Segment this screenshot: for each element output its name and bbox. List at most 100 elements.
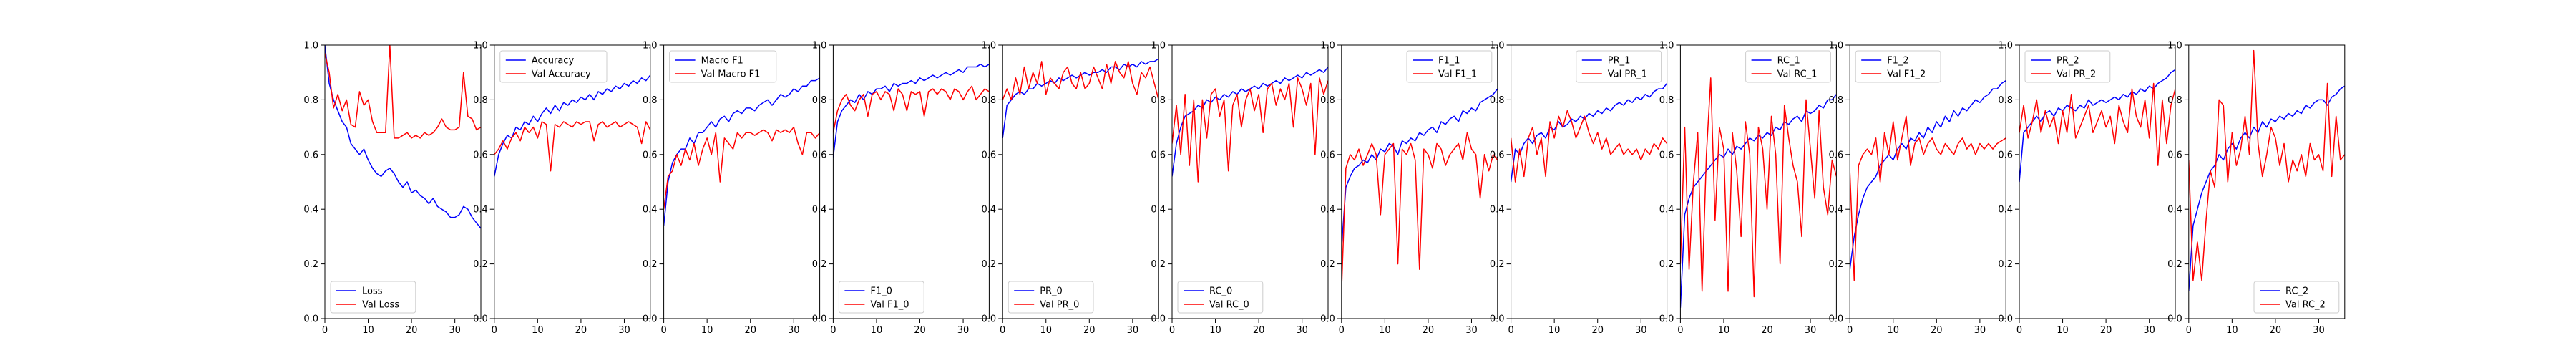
y-tick-label: 0.2	[2167, 259, 2182, 270]
legend-label: Val F1_0	[870, 300, 909, 311]
y-tick-label: 1.0	[812, 41, 827, 52]
x-tick-label: 20	[1423, 325, 1435, 336]
axes-frame	[494, 44, 651, 319]
x-tick-label: 30	[1974, 325, 1986, 336]
x-tick-label: 30	[1635, 325, 1647, 336]
series-line-train	[663, 77, 820, 226]
x-tick-label: 10	[1887, 325, 1899, 336]
y-tick-label: 0.0	[1490, 314, 1505, 325]
series-line-train	[325, 45, 481, 229]
x-tick-label: 20	[575, 325, 587, 336]
y-tick-label: 0.2	[473, 259, 488, 270]
x-tick-label: 30	[788, 325, 800, 336]
legend-box	[2253, 281, 2340, 314]
legend-label: PR_2	[2057, 56, 2079, 67]
legend-box	[669, 50, 777, 83]
series-line-val	[2188, 49, 2345, 281]
legend-label: Val PR_1	[1608, 69, 1647, 80]
y-tick-label: 1.0	[643, 41, 658, 52]
axes-frame	[1341, 44, 1498, 319]
x-tick-label: 10	[2226, 325, 2238, 336]
series-line-val	[1341, 132, 1498, 291]
y-tick-label: 0.0	[1659, 314, 1674, 325]
y-tick-label: 0.4	[2167, 205, 2182, 216]
series-line-val	[325, 45, 481, 139]
y-tick-label: 0.2	[1320, 259, 1335, 270]
subplot-4: 0 10 20 30 0.0 0.2 0.4 0.6 0.8 1.0 F1_0 Val F1_0	[812, 41, 990, 336]
legend-label: PR_0	[1040, 286, 1063, 297]
x-tick-label: 0	[2186, 325, 2192, 336]
x-tick-label: 20	[1083, 325, 1096, 336]
y-tick-label: 0.4	[982, 205, 997, 216]
legend-label: F1_0	[870, 286, 892, 297]
y-tick-label: 0.6	[1998, 150, 2013, 160]
legend-label: Loss	[362, 286, 383, 297]
series-line-val	[1511, 110, 1667, 183]
y-tick-label: 0.4	[1998, 205, 2013, 216]
subplot-9: 0 10 20 30 0.0 0.2 0.4 0.6 0.8 1.0 RC_1 Val RC_1	[1659, 41, 1837, 336]
series-line-val	[2019, 82, 2175, 166]
y-tick-label: 0.4	[1151, 205, 1166, 216]
legend-box	[1008, 281, 1094, 314]
legend-label: Val PR_2	[2057, 69, 2096, 80]
x-tick-label: 20	[744, 325, 756, 336]
y-tick-label: 0.8	[1151, 95, 1166, 106]
y-tick-label: 0.0	[303, 314, 318, 325]
x-tick-label: 0	[1339, 325, 1345, 336]
y-tick-label: 1.0	[303, 41, 318, 52]
legend: Macro F1 Val Macro F1	[669, 50, 777, 83]
x-tick-label: 30	[1805, 325, 1817, 336]
y-tick-label: 0.4	[1320, 205, 1335, 216]
x-tick-label: 20	[1591, 325, 1604, 336]
legend-label: Val Macro F1	[701, 69, 761, 80]
y-tick-label: 0.6	[1829, 150, 1844, 160]
series-line-val	[494, 121, 650, 172]
axes-frame	[663, 44, 821, 319]
legend-label: Val PR_0	[1040, 300, 1079, 311]
x-tick-label: 10	[1209, 325, 1221, 336]
legend: F1_2 Val F1_2	[1855, 50, 1941, 83]
y-tick-label: 1.0	[1151, 41, 1166, 52]
series-line-train	[1511, 83, 1667, 183]
legend-box	[1745, 50, 1831, 83]
series-line-train	[494, 74, 650, 177]
legend-box	[1406, 50, 1493, 83]
legend: RC_0 Val RC_0	[1177, 281, 1264, 314]
y-tick-label: 0.6	[1151, 150, 1166, 160]
y-tick-label: 0.4	[812, 205, 827, 216]
y-tick-label: 0.2	[982, 259, 997, 270]
subplot-8: 0 10 20 30 0.0 0.2 0.4 0.6 0.8 1.0 PR_1 Val PR_1	[1490, 41, 1668, 336]
series-line-val	[1002, 61, 1159, 101]
axes-frame	[832, 44, 990, 319]
y-tick-label: 0.8	[812, 95, 827, 106]
x-tick-label: 0	[322, 325, 328, 336]
axes-frame	[2019, 44, 2176, 319]
series-line-train	[2188, 85, 2345, 291]
axes-frame	[1679, 44, 1837, 319]
y-tick-label: 1.0	[473, 41, 488, 52]
y-tick-label: 1.0	[1998, 41, 2013, 52]
y-tick-label: 0.0	[812, 314, 827, 325]
x-tick-label: 0	[1847, 325, 1853, 336]
legend-box	[2024, 50, 2111, 83]
y-tick-label: 0.2	[1151, 259, 1166, 270]
subplot-2: 0 10 20 30 0.0 0.2 0.4 0.6 0.8 1.0 Accuracy Val Acc…	[473, 41, 651, 336]
legend: Loss Val Loss	[330, 281, 416, 314]
x-tick-label: 20	[914, 325, 926, 336]
y-tick-label: 0.6	[643, 150, 658, 160]
x-tick-label: 10	[1718, 325, 1730, 336]
legend-label: RC_0	[1209, 286, 1232, 297]
x-tick-label: 10	[2057, 325, 2069, 336]
series-line-val	[833, 85, 990, 133]
x-tick-label: 20	[1931, 325, 1943, 336]
series-line-val	[1172, 77, 1328, 183]
y-tick-label: 0.0	[1320, 314, 1335, 325]
legend-label: PR_1	[1608, 56, 1631, 67]
legend-box	[1576, 50, 1662, 83]
y-tick-label: 0.0	[2167, 314, 2182, 325]
subplot-10: 0 10 20 30 0.0 0.2 0.4 0.6 0.8 1.0 F1_2 Val F1_2	[1829, 41, 2006, 336]
subplot-5: 0 10 20 30 0.0 0.2 0.4 0.6 0.8 1.0 PR_0 Val PR_0	[982, 41, 1159, 336]
y-tick-label: 1.0	[2167, 41, 2182, 52]
